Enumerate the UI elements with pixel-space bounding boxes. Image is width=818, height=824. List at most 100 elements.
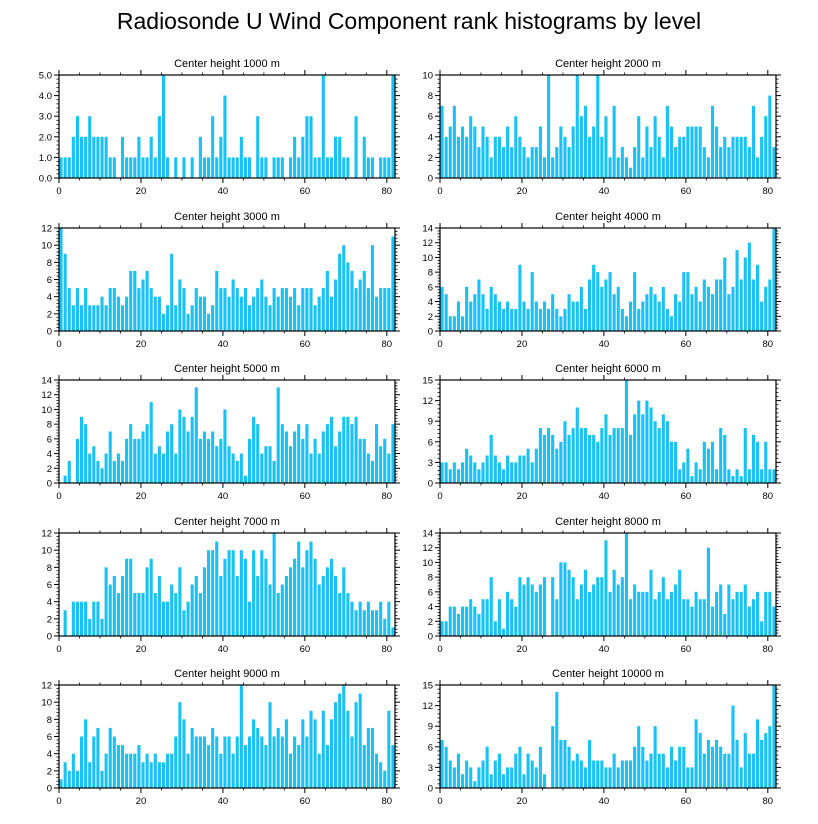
histogram-bar bbox=[702, 279, 706, 331]
histogram-bar bbox=[125, 753, 129, 788]
histogram-bar bbox=[768, 469, 772, 483]
histogram-bar bbox=[149, 558, 153, 636]
histogram-bar bbox=[534, 301, 538, 331]
histogram-bar bbox=[723, 434, 727, 483]
histogram-bar bbox=[243, 475, 247, 483]
x-tick-label: 20 bbox=[136, 644, 147, 655]
histogram-bar bbox=[682, 462, 686, 483]
histogram-bar bbox=[551, 294, 555, 331]
histogram-bar bbox=[596, 441, 600, 483]
histogram-bar bbox=[731, 599, 735, 636]
histogram-bar bbox=[297, 157, 301, 178]
histogram-bar bbox=[247, 305, 252, 331]
histogram-bar bbox=[293, 136, 297, 178]
x-tick-label: 40 bbox=[218, 644, 229, 655]
histogram-bar bbox=[67, 157, 71, 178]
histogram-bar bbox=[174, 736, 178, 788]
histogram-bar bbox=[756, 157, 760, 178]
histogram-bar bbox=[379, 601, 383, 636]
histogram-bar bbox=[231, 753, 235, 788]
plot-frame bbox=[58, 379, 396, 484]
histogram-bar bbox=[96, 136, 100, 178]
histogram-bar bbox=[575, 599, 579, 636]
histogram-bar bbox=[637, 308, 641, 331]
histogram-bar bbox=[501, 469, 506, 483]
histogram-bar bbox=[288, 753, 293, 788]
histogram-bar bbox=[661, 286, 665, 331]
histogram-bar bbox=[661, 157, 665, 178]
histogram-bar bbox=[592, 760, 596, 788]
histogram-bar bbox=[686, 448, 690, 483]
histogram-bar bbox=[145, 753, 149, 788]
y-tick-label: 9 bbox=[428, 722, 433, 733]
histogram-bar bbox=[760, 739, 764, 788]
histogram-bar bbox=[202, 431, 207, 483]
histogram-bar bbox=[731, 476, 735, 483]
histogram-bar bbox=[288, 296, 293, 331]
histogram-bar bbox=[669, 591, 674, 636]
histogram-bar bbox=[469, 116, 473, 178]
histogram-bar bbox=[379, 157, 383, 178]
histogram-bar bbox=[715, 126, 719, 178]
histogram-bar bbox=[747, 242, 751, 331]
histogram-bar bbox=[690, 606, 694, 636]
histogram-bar bbox=[440, 462, 444, 483]
histogram-bar bbox=[79, 305, 84, 331]
x-tick-label: 80 bbox=[763, 339, 774, 350]
histogram-bar bbox=[452, 767, 456, 788]
histogram-bar bbox=[563, 739, 567, 788]
histogram-bar bbox=[321, 288, 325, 331]
y-tick-label: 8 bbox=[428, 573, 433, 584]
histogram-bar bbox=[100, 296, 104, 331]
histogram-bar bbox=[170, 253, 174, 331]
histogram-bar bbox=[555, 448, 559, 483]
histogram-bar bbox=[227, 550, 231, 636]
histogram-bar bbox=[276, 296, 280, 331]
histogram-bar bbox=[465, 286, 469, 331]
histogram-bar bbox=[747, 469, 751, 483]
histogram-bar bbox=[715, 279, 719, 331]
panel-title: Center height 4000 m bbox=[555, 211, 661, 223]
histogram-bar bbox=[719, 279, 723, 331]
histogram-bar bbox=[616, 157, 620, 178]
histogram-bar bbox=[358, 438, 362, 483]
histogram-bar bbox=[440, 739, 444, 788]
histogram-bar bbox=[669, 316, 674, 331]
histogram-bar bbox=[760, 621, 764, 636]
histogram-bar bbox=[334, 702, 338, 788]
histogram-bar bbox=[260, 550, 264, 636]
y-tick-label: 0 bbox=[47, 327, 52, 338]
histogram-bar bbox=[133, 593, 137, 636]
histogram-bar bbox=[633, 414, 637, 483]
x-tick-label: 40 bbox=[599, 339, 610, 350]
histogram-bar bbox=[375, 296, 379, 331]
histogram-bar bbox=[612, 428, 616, 483]
y-tick-label: 2 bbox=[47, 766, 52, 777]
histogram-bar bbox=[174, 453, 178, 483]
histogram-bar bbox=[735, 739, 739, 788]
histogram-bar bbox=[637, 116, 641, 178]
histogram-bar bbox=[215, 157, 219, 178]
histogram-bar bbox=[526, 308, 530, 331]
histogram-bar bbox=[698, 469, 702, 483]
histogram-bar bbox=[268, 702, 272, 788]
y-tick-label: 3.0 bbox=[39, 112, 52, 123]
histogram-bar bbox=[530, 760, 534, 788]
histogram-bar bbox=[731, 136, 735, 178]
histogram-bar bbox=[756, 441, 760, 483]
y-tick-label: 14 bbox=[41, 376, 52, 387]
histogram-bar bbox=[112, 460, 116, 483]
histogram-bar bbox=[211, 727, 215, 788]
histogram-bar bbox=[575, 301, 579, 331]
histogram-bar bbox=[563, 562, 567, 636]
histogram-bar bbox=[223, 409, 227, 483]
histogram-bar bbox=[469, 455, 473, 483]
histogram-bar bbox=[370, 460, 375, 483]
histogram-bar bbox=[92, 601, 96, 636]
histogram-bar bbox=[506, 301, 510, 331]
histogram-bar bbox=[59, 157, 63, 178]
panel-title: Center height 5000 m bbox=[174, 363, 280, 375]
histogram-bar bbox=[284, 431, 288, 483]
histogram-bar bbox=[75, 438, 79, 483]
y-tick-label: 0 bbox=[428, 479, 433, 490]
